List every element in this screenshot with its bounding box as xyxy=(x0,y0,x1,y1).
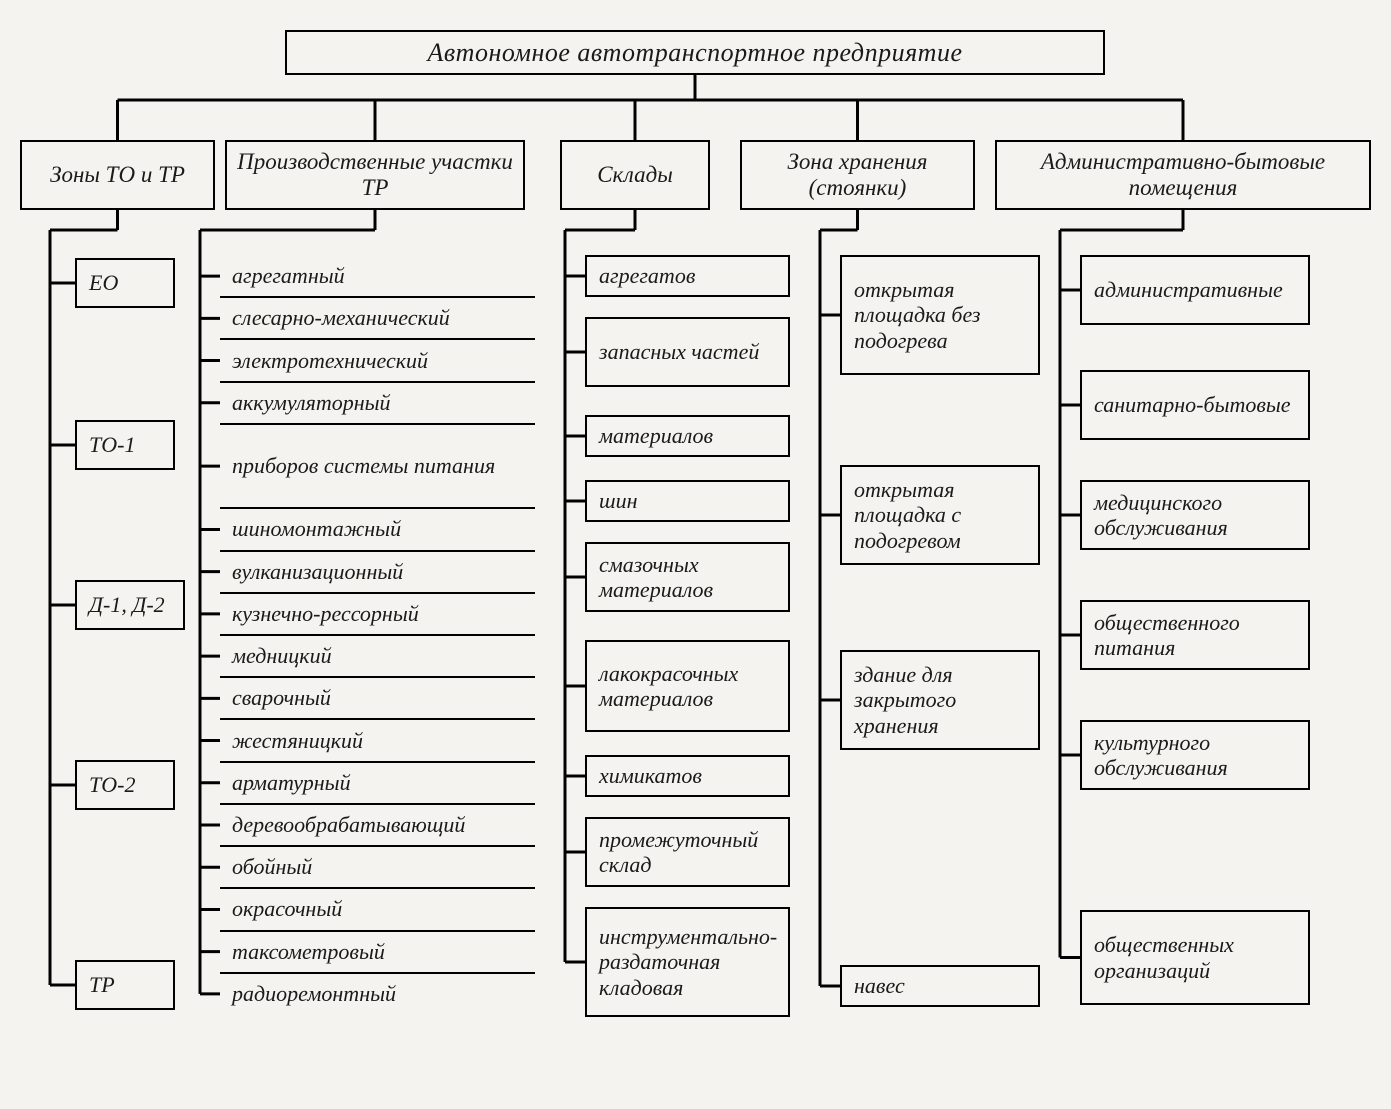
item-sklady-8-label: инструмен­тально-раз­даточная кладовая xyxy=(599,924,780,1000)
item-zones-3: ТО-2 xyxy=(75,760,175,810)
category-sklady-label: Склады xyxy=(597,162,673,188)
list-row-prod-8: медницкий xyxy=(220,635,535,677)
list-row-label: деревообрабатывающий xyxy=(232,812,465,838)
list-row-prod-6: вулканизационный xyxy=(220,551,535,593)
category-sklady: Склады xyxy=(560,140,710,210)
item-zones-0: ЕО xyxy=(75,258,175,308)
item-sklady-4: смазочных материалов xyxy=(585,542,790,612)
item-sklady-0-label: агрегатов xyxy=(599,263,695,288)
item-sklady-6-label: химикатов xyxy=(599,763,702,788)
list-row-label: шиномонтажный xyxy=(232,516,401,542)
list-row-prod-4: приборов системы питания xyxy=(220,424,535,508)
list-row-prod-0: агрегатный xyxy=(220,255,535,297)
category-admin: Административно-бытовые помещения xyxy=(995,140,1371,210)
category-prod: Производственные участки ТР xyxy=(225,140,525,210)
list-row-prod-3: аккумуляторный xyxy=(220,382,535,424)
item-sklady-1-label: запасных частей xyxy=(599,339,759,364)
item-sklady-3: шин xyxy=(585,480,790,522)
list-row-label: вулканизационный xyxy=(232,559,403,585)
list-row-prod-9: сварочный xyxy=(220,677,535,719)
item-admin-3: обществен­ного питания xyxy=(1080,600,1310,670)
list-row-prod-14: окрасочный xyxy=(220,888,535,930)
list-row-label: приборов системы питания xyxy=(232,453,495,479)
list-row-label: таксометровый xyxy=(232,939,385,965)
item-zones-2-label: Д-1, Д-2 xyxy=(89,592,165,617)
list-row-prod-5: шиномонтажный xyxy=(220,508,535,550)
item-zones-2: Д-1, Д-2 xyxy=(75,580,185,630)
list-row-prod-11: арматурный xyxy=(220,762,535,804)
item-zones-3-label: ТО-2 xyxy=(89,772,135,797)
item-sklady-0: агрегатов xyxy=(585,255,790,297)
list-row-prod-13: обойный xyxy=(220,846,535,888)
item-sklady-3-label: шин xyxy=(599,488,638,513)
root-box-label: Автономное автотранспортное предприятие xyxy=(428,38,963,68)
list-row-label: радиоремонтный xyxy=(232,981,396,1007)
item-admin-2: медицинского обслуживания xyxy=(1080,480,1310,550)
item-sklady-8: инструмен­тально-раз­даточная кладовая xyxy=(585,907,790,1017)
item-sklady-2: материалов xyxy=(585,415,790,457)
item-sklady-6: химикатов xyxy=(585,755,790,797)
item-admin-0-label: администра­тивные xyxy=(1094,277,1283,302)
item-sklady-1: запасных частей xyxy=(585,317,790,387)
category-storage: Зона хранения (стоянки) xyxy=(740,140,975,210)
item-storage-1-label: открытая площадка с подогревом xyxy=(854,477,1030,553)
item-admin-3-label: обществен­ного питания xyxy=(1094,610,1300,661)
category-admin-label: Административно-бытовые помещения xyxy=(1005,149,1361,202)
category-zones-label: Зоны ТО и ТР xyxy=(50,162,185,188)
item-storage-3: навес xyxy=(840,965,1040,1007)
item-admin-5-label: обществен­ных органи­заций xyxy=(1094,932,1300,983)
item-sklady-5-label: лакокрасоч­ных мате­риалов xyxy=(599,661,780,712)
list-row-label: кузнечно-рессорный xyxy=(232,601,419,627)
item-zones-1: ТО-1 xyxy=(75,420,175,470)
list-row-prod-16: радиоремонтный xyxy=(220,973,535,1015)
item-zones-0-label: ЕО xyxy=(89,270,118,295)
item-storage-2-label: здание для закрытого хранения xyxy=(854,662,1030,738)
list-row-label: обойный xyxy=(232,854,312,880)
list-row-label: слесарно-механический xyxy=(232,305,450,331)
list-row-label: арматурный xyxy=(232,770,351,796)
item-storage-2: здание для закрытого хранения xyxy=(840,650,1040,750)
item-sklady-2-label: материалов xyxy=(599,423,713,448)
item-zones-4-label: ТР xyxy=(89,972,115,997)
list-row-label: аккумуляторный xyxy=(232,390,391,416)
list-row-label: агрегатный xyxy=(232,263,345,289)
item-admin-2-label: медицинского обслуживания xyxy=(1094,490,1300,541)
item-storage-0: открытая площадка без подогре­ва xyxy=(840,255,1040,375)
item-admin-5: обществен­ных органи­заций xyxy=(1080,910,1310,1005)
list-row-prod-7: кузнечно-рессорный xyxy=(220,593,535,635)
category-storage-label: Зона хранения (стоянки) xyxy=(750,149,965,202)
list-row-label: сварочный xyxy=(232,685,331,711)
root-box: Автономное автотранспортное предприятие xyxy=(285,30,1105,75)
list-row-prod-15: таксометровый xyxy=(220,931,535,973)
item-sklady-5: лакокрасоч­ных мате­риалов xyxy=(585,640,790,732)
list-row-label: медницкий xyxy=(232,643,332,669)
list-row-prod-12: деревообрабатывающий xyxy=(220,804,535,846)
item-sklady-7-label: промежуточ­ный склад xyxy=(599,827,780,878)
list-row-prod-2: электротехнический xyxy=(220,339,535,381)
list-row-label: жестяницкий xyxy=(232,728,363,754)
item-storage-0-label: открытая площадка без подогре­ва xyxy=(854,277,1030,353)
item-admin-1: санитарно-бытовые xyxy=(1080,370,1310,440)
item-storage-3-label: навес xyxy=(854,973,905,998)
item-admin-0: администра­тивные xyxy=(1080,255,1310,325)
list-row-prod-1: слесарно-механический xyxy=(220,297,535,339)
category-prod-label: Производственные участки ТР xyxy=(235,149,515,202)
item-sklady-4-label: смазочных материалов xyxy=(599,552,780,603)
item-admin-4: культурного обслуживания xyxy=(1080,720,1310,790)
list-row-label: окрасочный xyxy=(232,896,342,922)
list-row-label: электротехнический xyxy=(232,348,428,374)
item-storage-1: открытая площадка с подогревом xyxy=(840,465,1040,565)
item-admin-1-label: санитарно-бытовые xyxy=(1094,392,1291,417)
item-admin-4-label: культурного обслуживания xyxy=(1094,730,1300,781)
item-sklady-7: промежуточ­ный склад xyxy=(585,817,790,887)
item-zones-1-label: ТО-1 xyxy=(89,432,135,457)
org-chart-diagram: Автономное автотранспортное предприятие З… xyxy=(20,20,1371,1089)
category-zones: Зоны ТО и ТР xyxy=(20,140,215,210)
list-row-prod-10: жестяницкий xyxy=(220,719,535,761)
item-zones-4: ТР xyxy=(75,960,175,1010)
